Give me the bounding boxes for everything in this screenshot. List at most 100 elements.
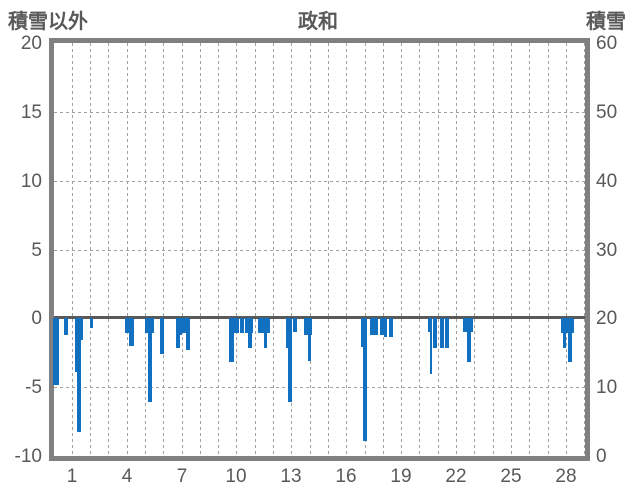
left-axis-tick: 15 [20, 102, 42, 123]
bar [370, 318, 379, 335]
bar [129, 318, 134, 346]
left-axis-tick: 0 [31, 308, 42, 329]
vertical-gridline [273, 43, 274, 456]
right-axis-tick: 40 [596, 171, 618, 192]
x-axis-tick: 7 [176, 466, 188, 487]
vertical-gridline [437, 43, 439, 456]
bar [444, 318, 450, 348]
x-axis-tick: 28 [555, 466, 577, 487]
vertical-gridline [584, 43, 586, 456]
vertical-gridline [218, 43, 220, 456]
right-axis-tick: 30 [596, 240, 618, 261]
bar [53, 318, 59, 385]
right-axis-tick: 10 [596, 377, 618, 398]
bar [363, 318, 367, 441]
bar [389, 318, 394, 337]
vertical-gridline [108, 43, 110, 456]
bar [380, 318, 384, 335]
bar [429, 318, 433, 374]
bar [229, 318, 235, 362]
bar [247, 318, 252, 348]
vertical-gridline [474, 43, 476, 456]
vertical-gridline [309, 43, 311, 456]
plot-area [49, 38, 590, 461]
vertical-gridline [510, 43, 512, 456]
bar [240, 318, 245, 333]
right-axis-title: 積雪 [586, 11, 626, 33]
bar [263, 318, 268, 348]
vertical-gridline [382, 43, 384, 456]
horizontal-gridline [54, 181, 585, 182]
x-axis-tick: 16 [335, 466, 357, 487]
bar [568, 318, 573, 362]
bar [124, 318, 129, 333]
vertical-gridline [327, 43, 329, 456]
vertical-gridline [364, 43, 366, 456]
bar [178, 318, 183, 335]
bar [185, 318, 191, 350]
vertical-gridline [199, 43, 201, 456]
horizontal-gridline [54, 112, 585, 113]
vertical-gridline [254, 43, 256, 456]
vertical-gridline [236, 43, 238, 456]
bar [63, 318, 69, 335]
bar [303, 318, 312, 335]
bar [182, 318, 186, 333]
vertical-gridline [419, 43, 421, 456]
bar [234, 318, 239, 333]
left-axis-tick: -5 [25, 377, 42, 398]
left-axis-tick: -10 [14, 446, 42, 467]
x-axis-tick: 13 [280, 466, 302, 487]
vertical-gridline [126, 43, 128, 456]
right-axis-tick: 20 [596, 308, 618, 329]
bar [79, 318, 83, 340]
left-axis-tick: 5 [31, 240, 42, 261]
bar [76, 318, 81, 432]
bar [440, 318, 444, 348]
right-axis-tick: 60 [596, 33, 618, 54]
left-axis-title: 積雪以外 [8, 11, 88, 33]
vertical-gridline [346, 43, 348, 456]
vertical-gridline [144, 43, 146, 456]
bar [245, 318, 249, 333]
vertical-gridline [529, 43, 531, 456]
chart-title: 政和 [298, 11, 338, 33]
bar [145, 318, 150, 333]
plot-inner [53, 43, 586, 456]
x-axis-tick: 22 [445, 466, 467, 487]
x-axis-tick: 4 [121, 466, 133, 487]
x-axis-tick: 1 [66, 466, 78, 487]
vertical-gridline [90, 43, 91, 456]
right-axis-tick: 0 [596, 446, 607, 467]
vertical-gridline [71, 43, 73, 456]
left-axis-tick: 10 [20, 171, 42, 192]
left-axis-tick: 20 [20, 33, 42, 54]
bar [286, 318, 290, 348]
right-axis-tick: 50 [596, 102, 618, 123]
bar [384, 318, 388, 337]
bar [308, 318, 312, 361]
vertical-gridline [456, 43, 457, 456]
bar [159, 318, 164, 354]
bar [151, 318, 154, 333]
bar [288, 318, 292, 402]
bar [467, 318, 471, 362]
horizontal-gridline [54, 387, 585, 388]
bar [90, 318, 93, 328]
vertical-gridline [163, 43, 165, 456]
x-axis-tick: 19 [390, 466, 412, 487]
horizontal-gridline [54, 250, 585, 251]
bar [175, 318, 180, 348]
vertical-gridline [401, 43, 403, 456]
x-axis-tick: 25 [500, 466, 522, 487]
vertical-gridline [291, 43, 293, 456]
bar [148, 318, 152, 402]
vertical-gridline [181, 43, 183, 456]
vertical-gridline [547, 43, 549, 456]
bar [563, 318, 566, 348]
bar [250, 318, 253, 333]
zero-baseline [54, 316, 585, 319]
bar [292, 318, 297, 332]
x-axis-tick: 10 [225, 466, 247, 487]
